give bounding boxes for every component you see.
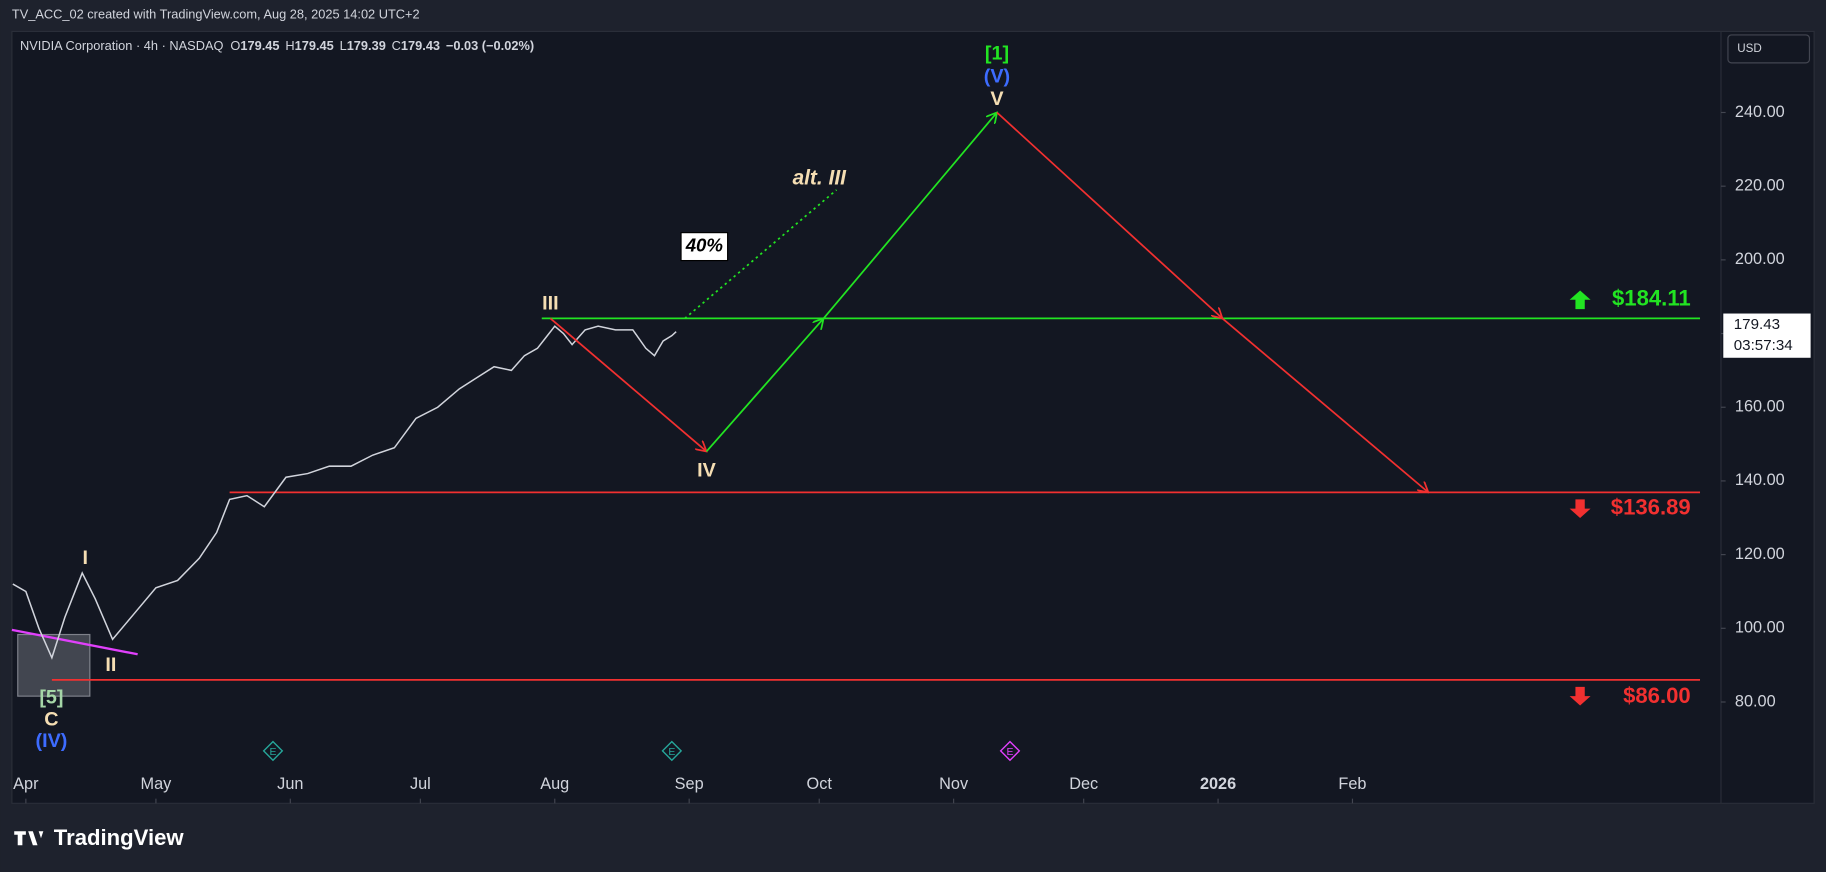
wave-label: III <box>542 292 559 314</box>
x-tick-label: Jul <box>410 775 431 793</box>
projection-arrow <box>996 111 1222 318</box>
countdown: 03:57:34 <box>1734 337 1793 354</box>
alt-projection <box>684 189 838 320</box>
currency[interactable]: USD <box>1737 42 1762 55</box>
probability-box <box>680 232 729 262</box>
y-tick-label: 220.00 <box>1735 176 1785 194</box>
logo: TradingView <box>54 825 185 850</box>
y-tick-label: 240.00 <box>1735 103 1785 121</box>
watermark: TV_ACC_02 created with TradingView.com, … <box>12 7 420 22</box>
x-tick-label: 2026 <box>1200 775 1236 793</box>
wave-label: V <box>990 88 1004 110</box>
wave-label: (V) <box>984 66 1010 88</box>
level-arrow <box>1569 686 1591 706</box>
earnings-label: E <box>668 747 675 758</box>
price-line <box>12 325 677 660</box>
earnings-icon <box>661 740 683 762</box>
zone-box <box>17 633 91 697</box>
earnings-label: E <box>269 747 276 758</box>
wave-label: II <box>105 654 116 676</box>
wave-label: [5] <box>39 687 63 709</box>
legend-header: NVIDIA Corporation · 4h · NASDAQ <box>20 38 223 53</box>
last-price-box <box>1723 313 1811 358</box>
projection-arrow <box>1221 317 1428 492</box>
level-arrow <box>1569 290 1591 310</box>
level-label: $86.00 <box>1623 683 1691 708</box>
projection-arrow <box>549 317 706 451</box>
projection-arrow <box>705 318 824 453</box>
ohlc-key: H <box>285 38 294 53</box>
ohlc-value: 179.39 <box>347 38 386 53</box>
ohlc-value: 179.45 <box>240 38 279 53</box>
level-label: $184.11 <box>1612 286 1691 311</box>
change: −0.03 (−0.02%) <box>446 38 534 53</box>
ohlc-key: O <box>230 38 240 53</box>
x-tick-label: Dec <box>1069 775 1098 793</box>
x-tick-label: Nov <box>939 775 969 793</box>
wave-label: IV <box>697 460 716 482</box>
logo-icon <box>14 831 44 846</box>
x-tick-label: Feb <box>1338 775 1366 793</box>
probability-label: 40% <box>685 235 724 256</box>
y-tick-label: 160.00 <box>1735 398 1785 416</box>
currency-button[interactable] <box>1727 34 1811 64</box>
symbol-title: NVIDIA Corporation · 4h · NASDAQ <box>20 38 223 53</box>
x-tick-label: Jun <box>277 775 303 793</box>
plot-area <box>11 30 1815 804</box>
wave-label: [1] <box>985 43 1009 65</box>
ohlc-value: 179.45 <box>295 38 334 53</box>
earnings-icon <box>262 740 284 762</box>
y-tick-label: 120.00 <box>1735 545 1785 563</box>
last-price: 179.43 <box>1734 316 1780 333</box>
wave-label: (IV) <box>36 730 68 752</box>
y-tick-label: 140.00 <box>1735 471 1785 489</box>
x-tick-label: Apr <box>13 775 39 793</box>
wave-label: I <box>83 547 89 569</box>
trendline <box>11 628 138 656</box>
ohlc-value: 179.43 <box>401 38 440 53</box>
ohlc-key: L <box>340 38 347 53</box>
projection-arrow <box>822 112 997 319</box>
level-arrow <box>1569 499 1591 518</box>
y-tick-label: 200.00 <box>1735 250 1785 268</box>
level-label: $136.89 <box>1611 495 1691 520</box>
y-tick-label: 100.00 <box>1735 619 1785 637</box>
y-tick-label: 80.00 <box>1735 692 1776 710</box>
ohlc-key: C <box>392 38 401 53</box>
x-tick-label: May <box>141 775 173 793</box>
x-tick-label: Oct <box>807 775 833 793</box>
earnings-label: E <box>1006 747 1013 758</box>
wave-label: alt. III <box>792 166 847 189</box>
x-tick-label: Aug <box>540 775 569 793</box>
wave-label: C <box>44 709 58 731</box>
x-tick-label: Sep <box>675 775 704 793</box>
earnings-icon <box>999 740 1021 762</box>
